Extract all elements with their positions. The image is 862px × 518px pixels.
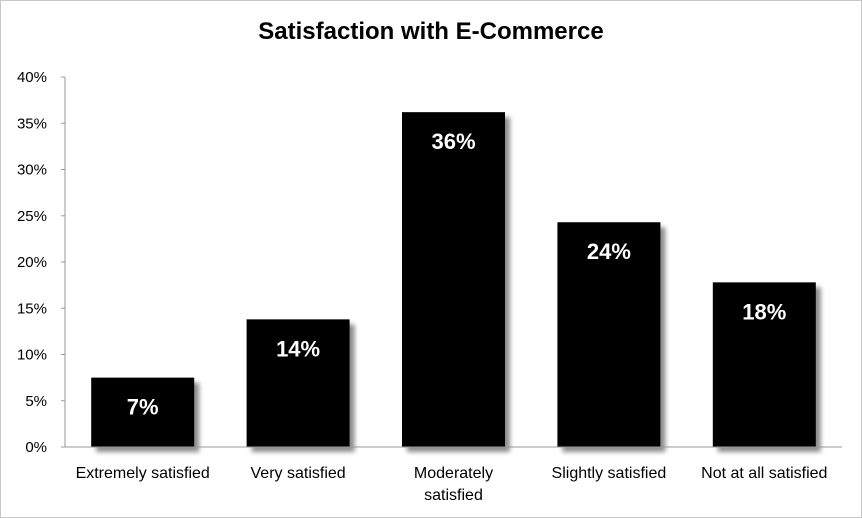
y-tick-label: 0% xyxy=(25,439,47,456)
y-tick-label: 40% xyxy=(17,69,47,86)
bars: 7% 14% 36% 24% 18% xyxy=(91,112,816,448)
y-tick-label: 10% xyxy=(17,347,47,364)
y-tick-label: 20% xyxy=(17,254,47,271)
y-tick-label: 35% xyxy=(17,115,47,132)
x-axis: Extremely satisfied Very satisfied Moderat… xyxy=(65,446,842,504)
y-tick-label: 15% xyxy=(17,300,47,317)
y-tick-label: 30% xyxy=(17,162,47,179)
x-category-label: Moderately xyxy=(414,465,493,482)
x-category-label: satisfied xyxy=(424,487,483,504)
data-label: 24% xyxy=(587,239,631,264)
y-tick-label: 5% xyxy=(25,393,47,410)
x-category-label: Not at all satisfied xyxy=(701,465,827,482)
data-label: 36% xyxy=(431,129,475,154)
data-label: 14% xyxy=(276,336,320,361)
x-category-label: Slightly satisfied xyxy=(552,465,667,482)
y-tick-label: 25% xyxy=(17,208,47,225)
bar xyxy=(402,112,505,448)
data-label: 7% xyxy=(127,395,159,420)
bar xyxy=(91,377,195,447)
x-category-label: Extremely satisfied xyxy=(76,465,210,482)
bar xyxy=(712,282,816,447)
chart-title: Satisfaction with E-Commerce xyxy=(258,18,604,45)
data-label: 18% xyxy=(742,299,786,324)
x-category-label: Very satisfied xyxy=(251,465,346,482)
bar xyxy=(557,222,661,447)
y-axis: 0% 5% 10% 15% 20% 25% 30% 35% 40% xyxy=(17,69,66,456)
bar xyxy=(246,319,350,447)
